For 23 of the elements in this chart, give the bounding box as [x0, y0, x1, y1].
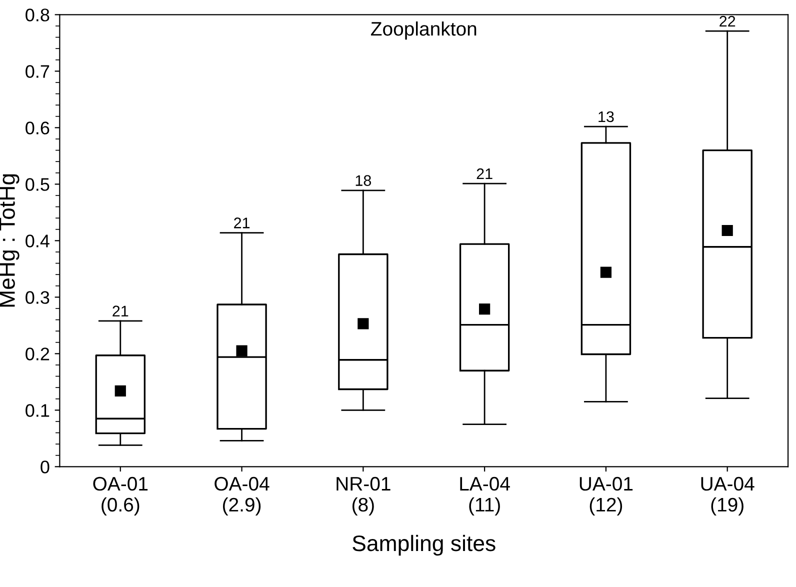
x-axis-title: Sampling sites	[352, 534, 496, 556]
chart-title: Zooplankton	[370, 21, 476, 40]
y-tick-label: 0.6	[26, 122, 50, 134]
annotation: 21	[112, 306, 128, 316]
annotation: 22	[720, 16, 736, 26]
x-tick-label: NR-01 (8)	[336, 476, 390, 516]
y-tick-label: 0.8	[26, 8, 50, 22]
x-tick-label: UA-01 (12)	[580, 476, 633, 516]
y-tick-label: 0.7	[26, 65, 50, 78]
y-tick-label: 0.2	[26, 348, 50, 360]
y-tick-label: 0.5	[26, 178, 50, 191]
annotation: 21	[476, 168, 492, 180]
y-tick-label: 0.1	[26, 404, 50, 417]
y-tick-label: 0.4	[26, 234, 50, 248]
x-tick-label: LA-04 (11)	[460, 476, 510, 516]
x-tick-label: OA-04 (2.9)	[214, 476, 270, 516]
x-tick-label: UA-04 (19)	[701, 476, 754, 516]
y-tick-label: 0.3	[26, 291, 50, 304]
annotation: 21	[234, 218, 250, 228]
annotation: 18	[356, 175, 372, 186]
y-tick-label: 0	[40, 460, 50, 474]
x-tick-label: OA-01 (0.6)	[93, 476, 148, 516]
annotation: 13	[598, 111, 614, 122]
